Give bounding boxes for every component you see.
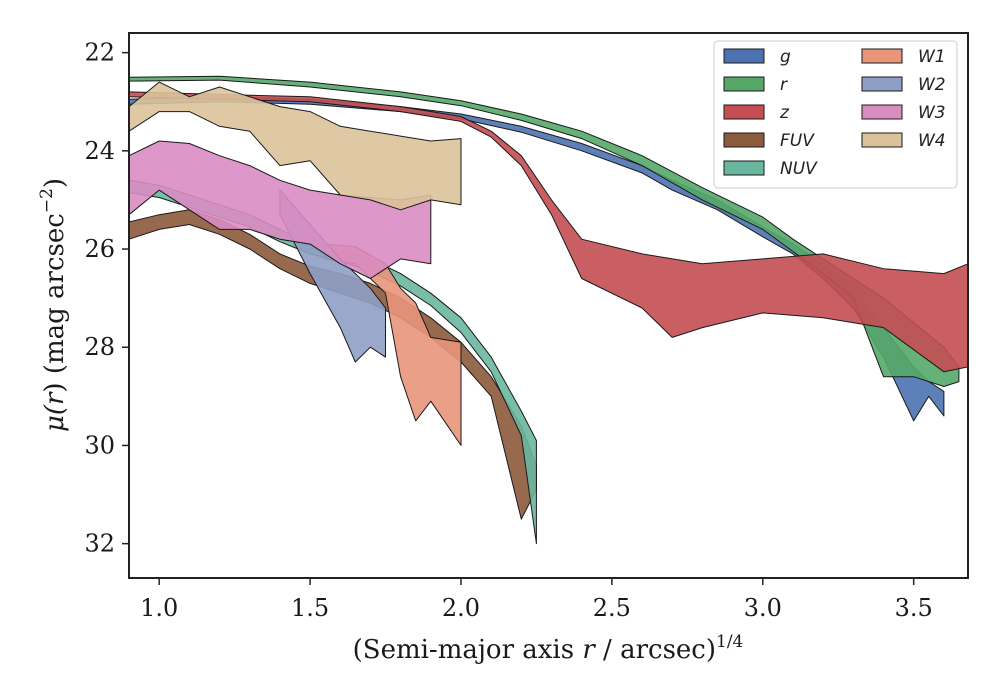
series-band-r <box>128 75 960 387</box>
legend-label-z: z <box>779 103 790 123</box>
x-tick-label: 1.5 <box>291 594 329 622</box>
legend-swatch-z <box>723 104 765 120</box>
y-axis-label-mid: ) (mag arcsec <box>40 213 70 392</box>
legend-swatch-w4 <box>861 132 903 148</box>
y-tick-label: 26 <box>84 235 115 263</box>
y-axis-label-exponent: −2 <box>37 188 57 213</box>
legend: grz FUV NUV W1 W2 W3 W4 <box>713 40 958 189</box>
legend-label-w4: W4 <box>918 131 946 151</box>
x-axis-label-suffix: / arcsec) <box>595 635 716 665</box>
x-tick-label: 2.0 <box>442 594 480 622</box>
y-tick-label: 32 <box>84 530 115 558</box>
legend-swatch-w3 <box>861 104 903 120</box>
legend-swatch-w1 <box>861 48 903 64</box>
x-axis-label-exponent: 1/4 <box>716 632 743 652</box>
y-axis-ticks: 22 24 26 28 30 32 <box>84 39 129 558</box>
legend-label-w2: W2 <box>918 75 946 95</box>
y-tick-label: 22 <box>84 39 115 67</box>
series-band-w4 <box>128 81 462 211</box>
legend-swatch-fuv <box>723 132 765 148</box>
legend-swatch-w2 <box>861 76 903 92</box>
plot-frame <box>128 32 969 579</box>
x-tick-label: 3.5 <box>895 594 933 622</box>
legend-label-w1: W1 <box>918 47 946 67</box>
series-band-w3 <box>128 140 432 279</box>
x-tick-label: 3.0 <box>744 594 782 622</box>
y-axis-label-end: ) <box>40 178 70 188</box>
x-axis-label: (Semi-major axis r / arcsec)1/4 <box>353 632 744 665</box>
x-axis-ticks: 1.0 1.5 2.0 2.5 3.0 3.5 <box>140 578 933 622</box>
legend-swatch-nuv <box>723 160 765 176</box>
x-tick-label: 2.5 <box>593 594 631 622</box>
series-band-g <box>128 96 945 422</box>
legend-label-w3: W3 <box>918 103 946 123</box>
legend-swatch-g <box>723 48 765 64</box>
y-tick-label: 28 <box>84 333 115 361</box>
y-axis-label: μ(r) (mag arcsec−2) <box>37 178 70 432</box>
y-axis-label-prefix: μ( <box>40 404 70 432</box>
x-axis-label-var: r <box>582 635 596 665</box>
legend-swatch-r <box>723 76 765 92</box>
series-layer <box>128 75 969 545</box>
legend-label-nuv: NUV <box>780 159 818 179</box>
legend-label-fuv: FUV <box>780 131 815 151</box>
y-axis-label-var: r <box>40 391 70 405</box>
x-axis-label-prefix: (Semi-major axis <box>353 635 583 665</box>
series-band-z <box>128 91 969 373</box>
y-tick-label: 30 <box>84 431 115 459</box>
x-tick-label: 1.0 <box>140 594 178 622</box>
legend-label-r: r <box>780 75 788 95</box>
y-tick-label: 24 <box>84 137 115 165</box>
legend-label-g: g <box>780 47 791 67</box>
